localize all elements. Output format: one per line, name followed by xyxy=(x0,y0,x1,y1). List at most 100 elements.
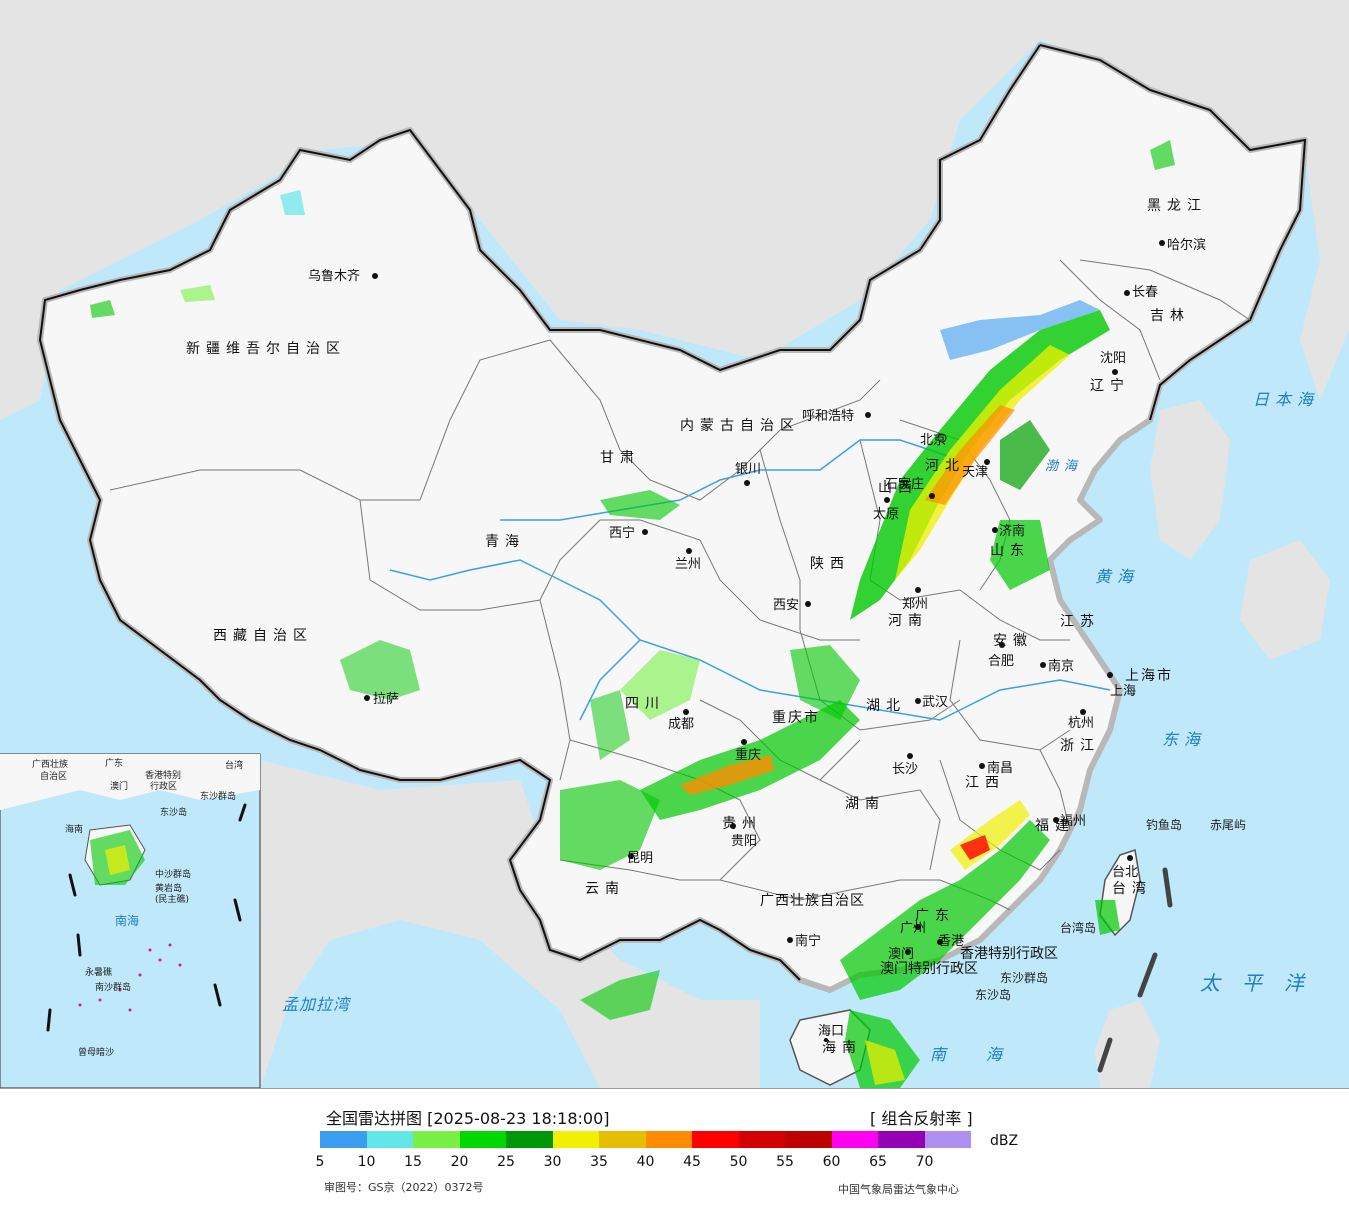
svg-text:长春: 长春 xyxy=(1132,285,1158,300)
label-anhui: 安徽 xyxy=(993,633,1033,649)
color-swatch xyxy=(506,1131,553,1148)
svg-text:乌鲁木齐: 乌鲁木齐 xyxy=(308,268,360,284)
agency-credit: 中国气象局雷达气象中心 xyxy=(838,1183,959,1196)
svg-text:海口: 海口 xyxy=(818,1024,844,1039)
map-canvas: 黑龙江 吉林 辽宁 内蒙古自治区 新疆维吾尔自治区 西藏自治区 青海 甘肃 陕西… xyxy=(0,0,1349,1088)
label-sea-japan: 日本海 xyxy=(1253,390,1319,409)
city-shanghai: 上海 xyxy=(1107,672,1136,699)
label-yunnan: 云南 xyxy=(585,881,625,897)
radar-echoes xyxy=(90,140,1175,1088)
label-macao-sar: 澳门特别行政区 xyxy=(880,961,978,977)
svg-text:郑州: 郑州 xyxy=(902,597,928,612)
legend-panel xyxy=(0,1089,1349,1208)
city-guangzhou: 广州 xyxy=(900,921,926,936)
city-fuzhou: 福州 xyxy=(1053,814,1086,829)
inset-label-zizhiqu: 自治区 xyxy=(40,770,67,782)
province-labels: 黑龙江 吉林 辽宁 内蒙古自治区 新疆维吾尔自治区 西藏自治区 青海 甘肃 陕西… xyxy=(186,198,1207,1056)
scale-tick-label: 65 xyxy=(869,1154,887,1170)
scale-tick-label: 50 xyxy=(729,1154,748,1170)
inset-label-hk: 香港特别 xyxy=(145,769,181,781)
legend-title: 全国雷达拼图 [2025-08-23 18:18:00] xyxy=(326,1109,610,1128)
svg-text:银川: 银川 xyxy=(735,462,761,477)
city-shenyang: 沈阳 xyxy=(1100,351,1126,375)
unit-label: dBZ xyxy=(990,1133,1019,1149)
city-hohhot: 呼和浩特 xyxy=(802,409,871,424)
scale-tick-label: 5 xyxy=(315,1154,325,1170)
svg-text:广州: 广州 xyxy=(900,921,926,936)
city-macao: 澳门 xyxy=(888,946,914,962)
city-yinchuan: 银川 xyxy=(735,462,761,486)
label-sea-yellow: 黄海 xyxy=(1095,567,1139,586)
svg-text:成都: 成都 xyxy=(668,717,694,732)
echo-south-coast xyxy=(580,800,1120,1088)
svg-text:南宁: 南宁 xyxy=(795,933,821,949)
label-chongqing: 重庆市 xyxy=(772,709,820,726)
svg-text:拉萨: 拉萨 xyxy=(373,692,399,707)
svg-text:香港: 香港 xyxy=(938,934,964,949)
label-hubei: 湖北 xyxy=(866,698,906,714)
color-swatch xyxy=(831,1131,878,1148)
scale-tick-label: 15 xyxy=(404,1154,422,1170)
scale-tick-label: 20 xyxy=(450,1154,469,1170)
label-taiwan: 台湾 xyxy=(1112,880,1152,897)
color-swatch xyxy=(459,1131,506,1148)
foreign-land-korea-japan xyxy=(1150,110,1349,660)
label-shanxi: 山西 xyxy=(878,480,918,496)
city-nanchang: 南昌 xyxy=(979,760,1013,776)
svg-text:北京: 北京 xyxy=(920,433,946,448)
label-qinghai: 青海 xyxy=(485,534,525,550)
scale-tick-label: 25 xyxy=(497,1154,515,1170)
label-taiwan-island: 台湾岛 xyxy=(1060,920,1096,935)
inset-label-dongshadao: 东沙岛 xyxy=(160,806,187,818)
label-jiangxi: 江西 xyxy=(965,775,1005,791)
label-hainan: 海南 xyxy=(822,1040,862,1056)
color-swatch xyxy=(785,1131,832,1148)
svg-text:长沙: 长沙 xyxy=(892,762,918,777)
label-dongsha-island: 东沙岛 xyxy=(975,987,1011,1002)
radar-map: 黑龙江 吉林 辽宁 内蒙古自治区 新疆维吾尔自治区 西藏自治区 青海 甘肃 陕西… xyxy=(0,0,1349,1089)
color-swatch xyxy=(599,1131,646,1148)
inset-label-hainan: 海南 xyxy=(65,823,83,835)
svg-text:上海: 上海 xyxy=(1110,684,1136,699)
echo-central-southwest xyxy=(560,645,860,870)
svg-text:石家庄: 石家庄 xyxy=(885,476,924,492)
svg-text:济南: 济南 xyxy=(999,523,1025,539)
label-hongkong-sar: 香港特别行政区 xyxy=(960,946,1058,962)
scale-tick-label: 45 xyxy=(683,1154,701,1170)
color-swatch xyxy=(924,1131,971,1148)
label-zhejiang: 浙江 xyxy=(1060,738,1100,754)
svg-text:武汉: 武汉 xyxy=(922,695,948,710)
legend-product: [ 组合反射率 ] xyxy=(870,1109,973,1128)
city-hefei: 合肥 xyxy=(988,642,1014,669)
label-dongsha-islands: 东沙群岛 xyxy=(1000,970,1048,985)
label-neimenggu: 内蒙古自治区 xyxy=(680,418,800,434)
label-guangxi: 广西壮族自治区 xyxy=(760,893,865,909)
label-heilongjiang: 黑龙江 xyxy=(1147,198,1207,214)
city-harbin: 哈尔滨 xyxy=(1159,237,1206,253)
svg-text:福州: 福州 xyxy=(1060,814,1086,829)
label-pacific: 太平洋 xyxy=(1200,971,1326,995)
inset-label-dongsha: 东沙群岛 xyxy=(200,790,236,802)
inset-label-huangyan: 黄岩岛 xyxy=(155,882,182,894)
inset-label-guangxi: 广西壮族 xyxy=(32,758,68,770)
color-swatch xyxy=(738,1131,785,1148)
color-swatch xyxy=(692,1131,739,1148)
label-jiangsu: 江苏 xyxy=(1060,614,1100,630)
city-tianjin: 天津 xyxy=(962,459,990,480)
inset-label-guangdong: 广东 xyxy=(105,757,123,769)
city-chongqing: 重庆 xyxy=(735,739,761,763)
city-wuhan: 武汉 xyxy=(915,695,948,710)
svg-text:沈阳: 沈阳 xyxy=(1100,351,1126,366)
label-bay-bengal: 孟加拉湾 xyxy=(282,995,352,1014)
label-hunan: 湖南 xyxy=(845,796,885,812)
svg-text:台北: 台北 xyxy=(1112,865,1138,880)
city-taiyuan: 太原 xyxy=(873,497,899,522)
label-bohai: 渤海 xyxy=(1045,459,1083,474)
city-zhengzhou: 郑州 xyxy=(902,587,928,612)
inset-map: 广西壮族 自治区 广东 香港特别 行政区 台湾 澳门 东沙群岛 东沙岛 海南 中… xyxy=(0,753,261,1088)
city-changchun: 长春 xyxy=(1124,285,1158,300)
label-gansu: 甘肃 xyxy=(600,450,640,466)
city-lhasa: 拉萨 xyxy=(364,692,399,707)
inset-label-nanhai: 南海 xyxy=(115,913,139,928)
svg-text:贵阳: 贵阳 xyxy=(731,834,757,849)
